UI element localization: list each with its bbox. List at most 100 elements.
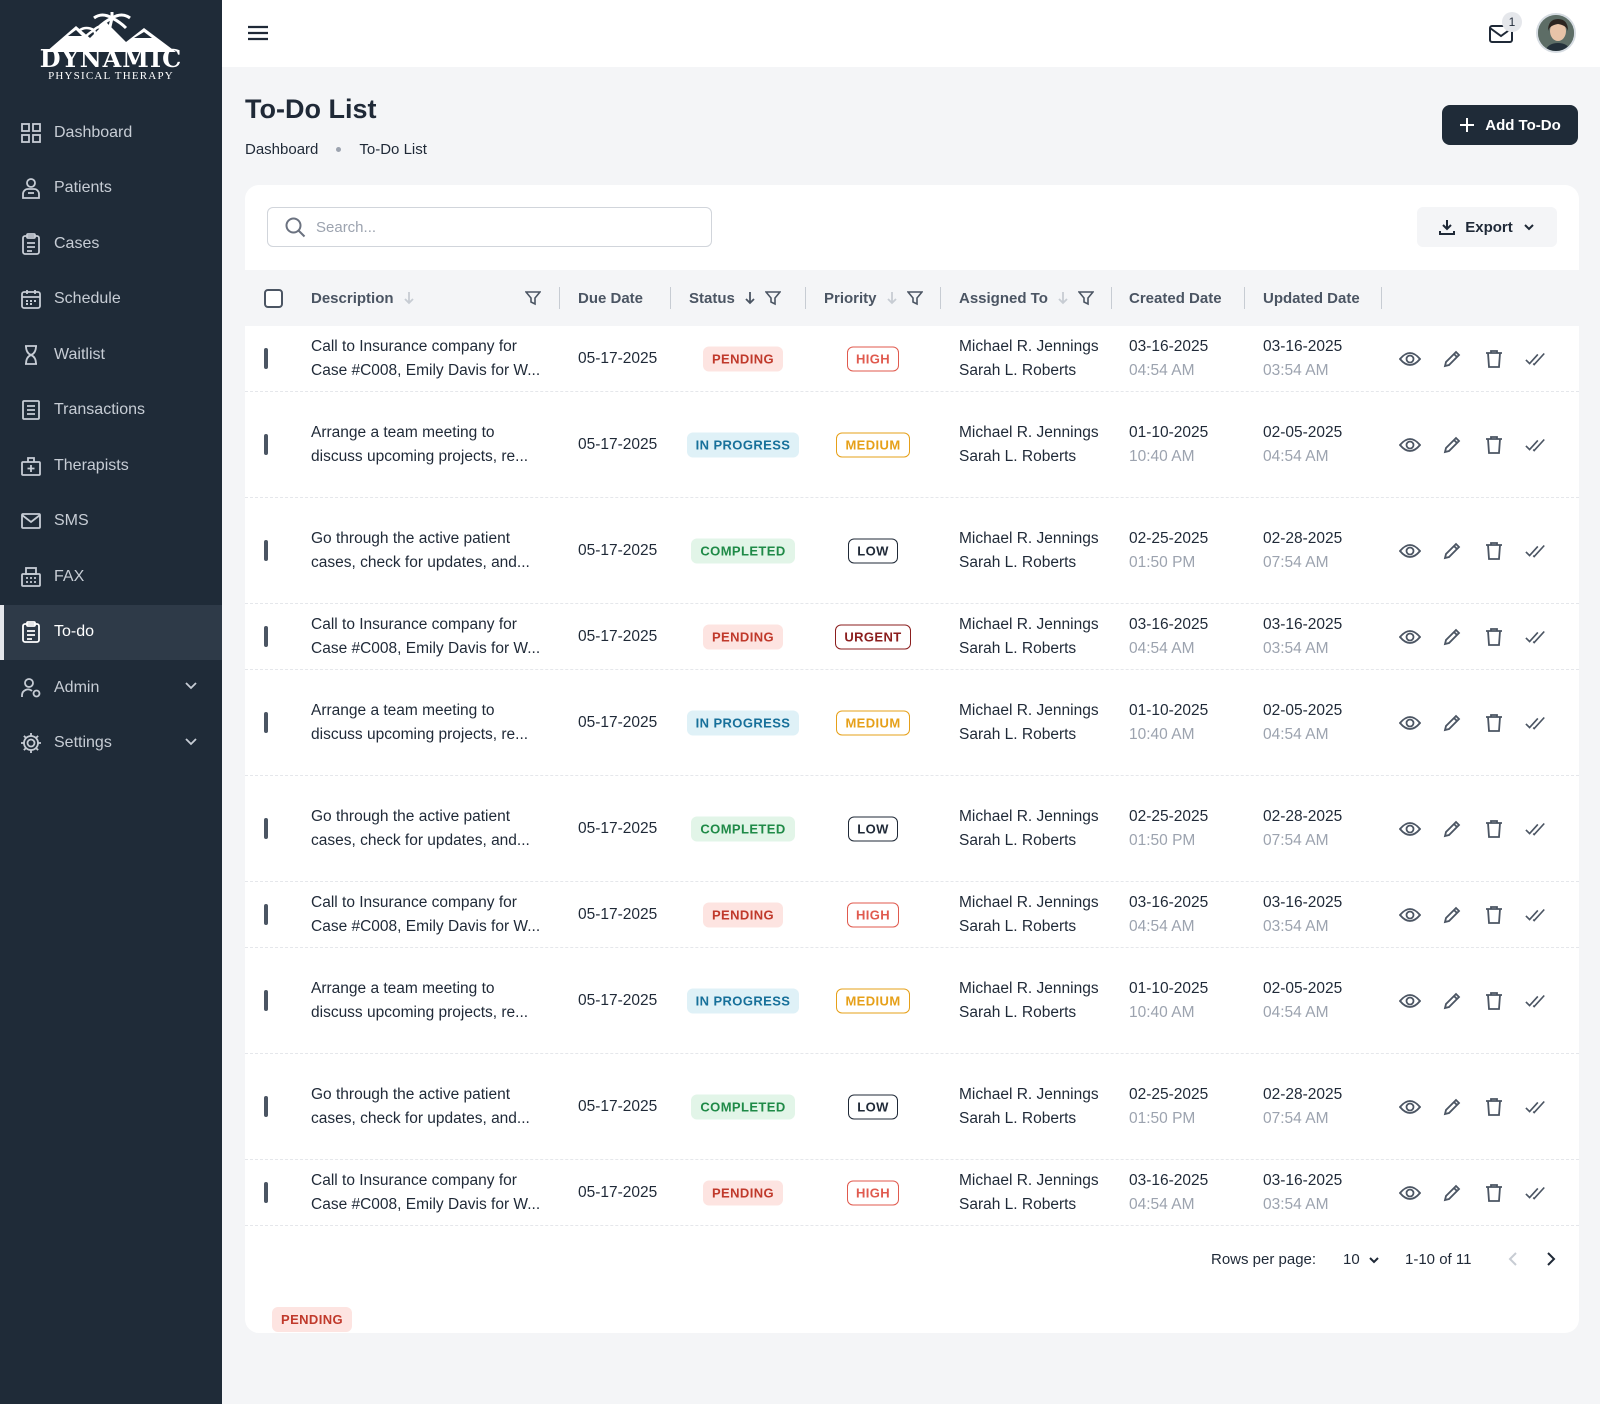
sidebar-item-dashboard[interactable]: Dashboard (0, 105, 222, 161)
sidebar-item-sms[interactable]: SMS (0, 494, 222, 550)
mark-done-double-check-icon[interactable] (1525, 434, 1547, 456)
table-row[interactable]: Arrange a team meeting to discuss upcomin… (245, 670, 1579, 776)
delete-trash-icon[interactable] (1483, 1096, 1505, 1118)
view-eye-icon[interactable] (1399, 818, 1421, 840)
user-avatar[interactable] (1536, 13, 1576, 53)
row-checkbox[interactable] (264, 1181, 268, 1203)
mark-done-double-check-icon[interactable] (1525, 626, 1547, 648)
filter-icon[interactable] (525, 290, 541, 306)
delete-trash-icon[interactable] (1483, 540, 1505, 562)
mark-done-double-check-icon[interactable] (1525, 1182, 1547, 1204)
edit-pencil-icon[interactable] (1441, 540, 1463, 562)
view-eye-icon[interactable] (1399, 904, 1421, 926)
delete-trash-icon[interactable] (1483, 626, 1505, 648)
sidebar-item-therapists[interactable]: Therapists (0, 438, 222, 494)
edit-pencil-icon[interactable] (1441, 904, 1463, 926)
description-cell[interactable]: Arrange a team meeting to discuss upcomin… (311, 421, 551, 469)
table-row[interactable]: Call to Insurance company for Case #C008,… (245, 1160, 1579, 1226)
delete-trash-icon[interactable] (1483, 1182, 1505, 1204)
add-todo-button[interactable]: Add To-Do (1442, 105, 1578, 145)
edit-pencil-icon[interactable] (1441, 626, 1463, 648)
rows-per-page-select[interactable]: 10 (1343, 1251, 1380, 1268)
column-header-assigned-to[interactable]: Assigned To (959, 270, 1094, 326)
description-cell[interactable]: Go through the active patient cases, chec… (311, 805, 551, 853)
description-cell[interactable]: Arrange a team meeting to discuss upcomin… (311, 699, 551, 747)
sidebar-item-admin[interactable]: Admin (0, 660, 222, 716)
description-cell[interactable]: Call to Insurance company for Case #C008,… (311, 1169, 551, 1217)
delete-trash-icon[interactable] (1483, 904, 1505, 926)
select-all-checkbox[interactable] (264, 288, 283, 308)
search-box[interactable] (267, 207, 712, 247)
edit-pencil-icon[interactable] (1441, 434, 1463, 456)
table-row[interactable]: Go through the active patient cases, chec… (245, 1054, 1579, 1160)
view-eye-icon[interactable] (1399, 1096, 1421, 1118)
edit-pencil-icon[interactable] (1441, 712, 1463, 734)
row-checkbox[interactable] (264, 817, 268, 839)
description-cell[interactable]: Call to Insurance company for Case #C008,… (311, 335, 551, 383)
table-row[interactable]: Arrange a team meeting to discuss upcomin… (245, 948, 1579, 1054)
description-cell[interactable]: Call to Insurance company for Case #C008,… (311, 891, 551, 939)
filter-icon[interactable] (906, 290, 923, 306)
row-checkbox[interactable] (264, 625, 268, 647)
sidebar-item-settings[interactable]: Settings (0, 716, 222, 772)
sidebar-item-patients[interactable]: Patients (0, 161, 222, 217)
breadcrumb-dashboard-link[interactable]: Dashboard (245, 141, 319, 158)
hamburger-menu-icon[interactable] (246, 22, 270, 44)
mark-done-double-check-icon[interactable] (1525, 712, 1547, 734)
export-button[interactable]: Export (1417, 207, 1557, 247)
mark-done-double-check-icon[interactable] (1525, 818, 1547, 840)
table-row[interactable]: Go through the active patient cases, chec… (245, 776, 1579, 882)
table-row[interactable]: Call to Insurance company for Case #C008,… (245, 326, 1579, 392)
view-eye-icon[interactable] (1399, 540, 1421, 562)
row-checkbox[interactable] (264, 347, 268, 369)
mark-done-double-check-icon[interactable] (1525, 540, 1547, 562)
row-checkbox[interactable] (264, 989, 268, 1011)
sidebar-item-todo[interactable]: To-do (0, 604, 222, 660)
row-checkbox[interactable] (264, 539, 268, 561)
row-checkbox[interactable] (264, 433, 268, 455)
description-cell[interactable]: Go through the active patient cases, chec… (311, 527, 551, 575)
column-header-priority[interactable]: Priority (824, 270, 923, 326)
next-page-button[interactable] (1541, 1249, 1561, 1273)
edit-pencil-icon[interactable] (1441, 348, 1463, 370)
table-row[interactable]: Call to Insurance company for Case #C008,… (245, 882, 1579, 948)
delete-trash-icon[interactable] (1483, 990, 1505, 1012)
sidebar-item-schedule[interactable]: Schedule (0, 272, 222, 328)
table-row[interactable]: Go through the active patient cases, chec… (245, 498, 1579, 604)
sidebar-item-fax[interactable]: FAX (0, 549, 222, 605)
previous-page-button[interactable] (1503, 1249, 1523, 1273)
notifications-mail-button[interactable]: 1 (1488, 12, 1522, 47)
delete-trash-icon[interactable] (1483, 348, 1505, 370)
view-eye-icon[interactable] (1399, 348, 1421, 370)
edit-pencil-icon[interactable] (1441, 1182, 1463, 1204)
mark-done-double-check-icon[interactable] (1525, 904, 1547, 926)
sidebar-item-transactions[interactable]: Transactions (0, 383, 222, 439)
edit-pencil-icon[interactable] (1441, 818, 1463, 840)
view-eye-icon[interactable] (1399, 712, 1421, 734)
sidebar-item-waitlist[interactable]: Waitlist (0, 327, 222, 383)
table-row[interactable]: Arrange a team meeting to discuss upcomin… (245, 392, 1579, 498)
view-eye-icon[interactable] (1399, 1182, 1421, 1204)
column-header-created-date[interactable]: Created Date (1129, 270, 1222, 326)
view-eye-icon[interactable] (1399, 626, 1421, 648)
mark-done-double-check-icon[interactable] (1525, 348, 1547, 370)
table-row[interactable]: Call to Insurance company for Case #C008,… (245, 604, 1579, 670)
delete-trash-icon[interactable] (1483, 434, 1505, 456)
mark-done-double-check-icon[interactable] (1525, 1096, 1547, 1118)
description-cell[interactable]: Arrange a team meeting to discuss upcomin… (311, 977, 551, 1025)
delete-trash-icon[interactable] (1483, 712, 1505, 734)
column-header-updated-date[interactable]: Updated Date (1263, 270, 1360, 326)
row-checkbox[interactable] (264, 903, 268, 925)
description-cell[interactable]: Call to Insurance company for Case #C008,… (311, 613, 551, 661)
filter-icon[interactable] (764, 290, 781, 306)
delete-trash-icon[interactable] (1483, 818, 1505, 840)
view-eye-icon[interactable] (1399, 990, 1421, 1012)
brand-logo[interactable]: DYNAMIC PHYSICAL THERAPY (0, 0, 222, 92)
edit-pencil-icon[interactable] (1441, 1096, 1463, 1118)
description-cell[interactable]: Go through the active patient cases, chec… (311, 1083, 551, 1131)
sidebar-item-cases[interactable]: Cases (0, 216, 222, 272)
row-checkbox[interactable] (264, 711, 268, 733)
filter-icon[interactable] (1077, 290, 1094, 306)
column-header-due-date[interactable]: Due Date (578, 270, 643, 326)
column-header-description[interactable]: Description (311, 270, 541, 326)
